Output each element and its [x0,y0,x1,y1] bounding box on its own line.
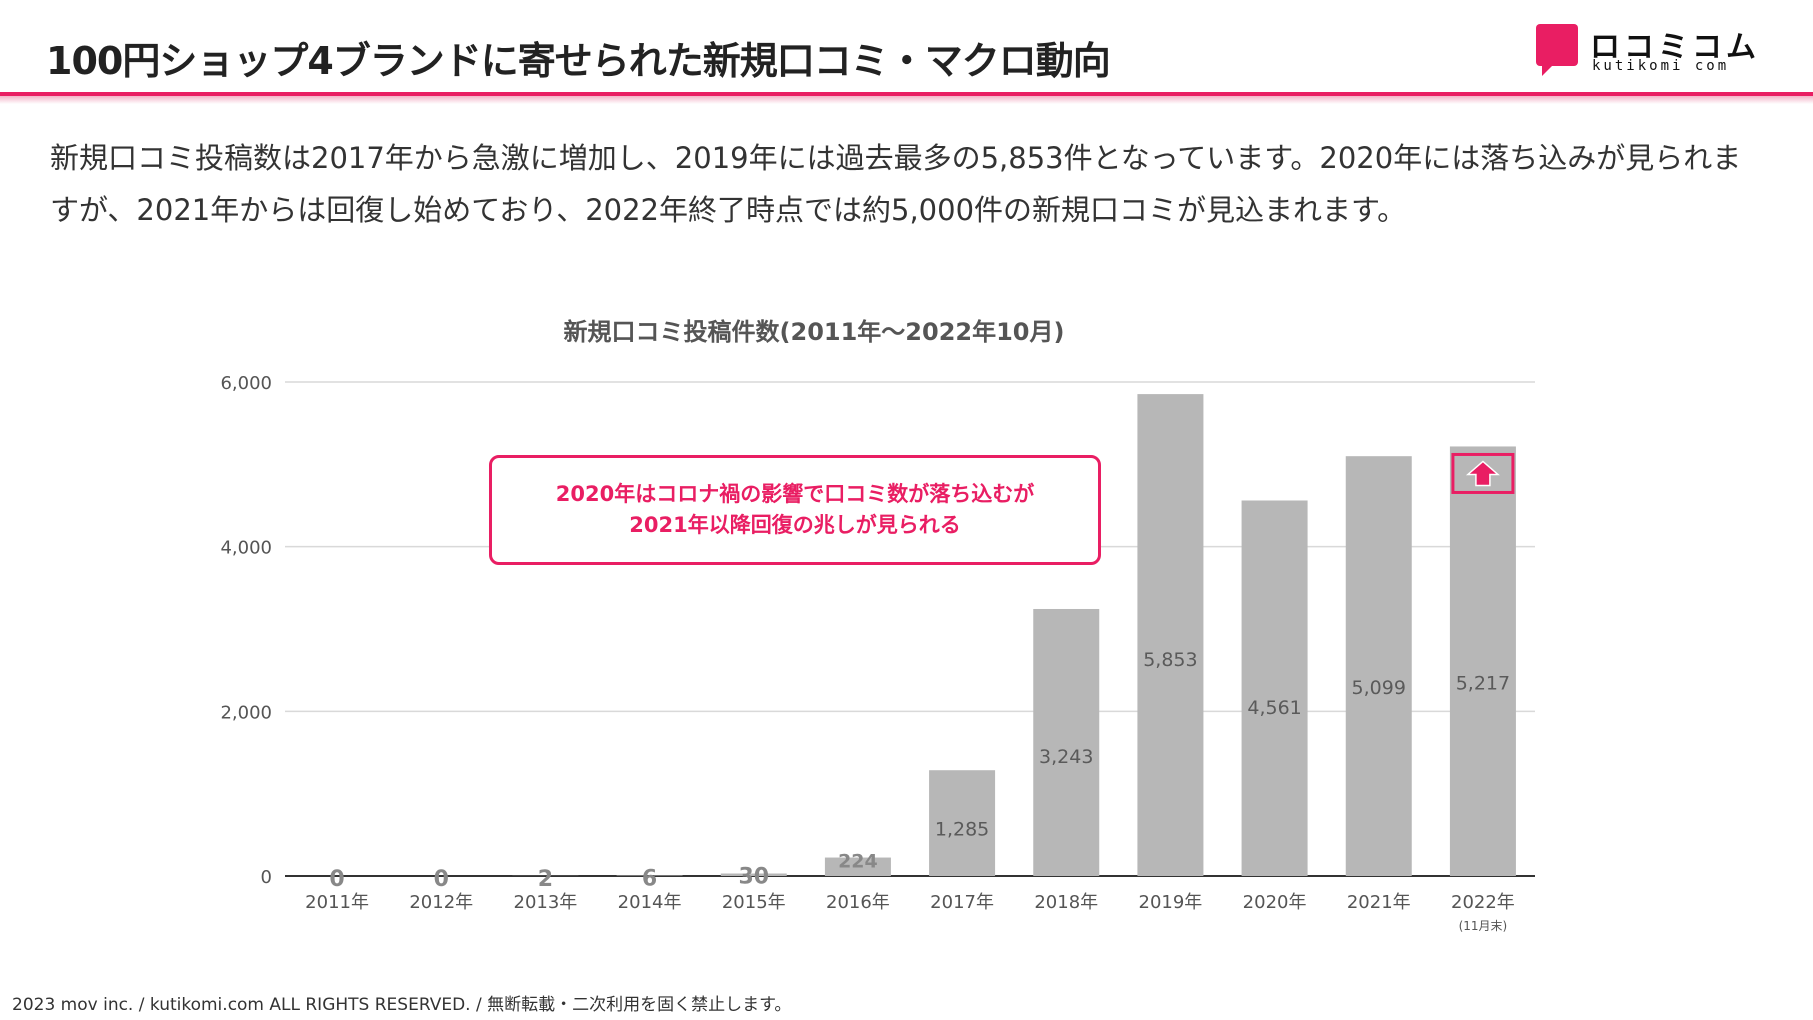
description-text: 新規口コミ投稿数は2017年から急激に増加し、2019年には過去最多の5,853… [50,141,1742,227]
x-tick-label: 2022年 [1451,892,1515,913]
value-label: 30 [738,865,769,890]
brand-logo: ロコミコム kutikomi com [1536,22,1756,78]
bar [1345,456,1412,876]
y-tick-label: 0 [261,867,272,888]
x-tick-label: 2013年 [514,892,578,913]
header-divider [0,92,1813,96]
logo-subtext: kutikomi com [1592,58,1730,74]
x-tick-label: 2021年 [1347,892,1411,913]
y-tick-label: 6,000 [220,373,272,394]
bar [1241,500,1308,876]
up-arrow-shape [1465,460,1500,487]
category-note: (11月末) [1459,919,1508,933]
bar-chart: 新規口コミ投稿件数(2011年～2022年10月) 0 2,000 4,000 6,0… [220,318,1535,933]
bar [1449,446,1516,876]
value-label: 4,561 [1247,697,1301,719]
value-label: 5,217 [1456,673,1510,695]
x-tick-label: 2014年 [618,892,682,913]
callout-line-2: 2021年以降回復の兆しが見られる [629,513,961,537]
value-label: 224 [838,851,878,873]
value-label: 0 [329,867,344,892]
y-tick-label: 4,000 [220,538,272,559]
x-tick-label: 2020年 [1243,892,1307,913]
bar [720,873,787,876]
x-tick-label: 2015年 [722,892,786,913]
header-divider-shadow [0,96,1813,104]
value-label: 5,099 [1352,677,1406,699]
chart-title: 新規口コミ投稿件数(2011年～2022年10月) [564,318,1065,346]
x-tick-label: 2011年 [305,892,369,913]
copyright-footer: 2023 mov inc. / kutikomi.com ALL RIGHTS … [12,995,792,1015]
value-label: 3,243 [1039,746,1093,768]
bar [929,770,996,876]
x-tick-label: 2017年 [930,892,994,913]
x-tick-label: 2018年 [1034,892,1098,913]
value-label: 2 [538,867,553,892]
annotation-callout: 2020年はコロナ禍の影響で口コミ数が落ち込むが 2021年以降回復の兆しが見ら… [489,455,1101,565]
value-label: 1,285 [935,818,989,840]
x-tick-label: 2019年 [1139,892,1203,913]
x-tick-label: 2016年 [826,892,890,913]
callout-line-1: 2020年はコロナ禍の影響で口コミ数が落ち込むが [555,482,1035,506]
x-tick-label: 2012年 [409,892,473,913]
bar [824,857,891,876]
page-title: 100円ショップ4ブランドに寄せられた新規口コミ・マクロ動向 [46,39,1111,83]
up-arrow-icon [1451,452,1515,494]
bar [1137,394,1204,876]
y-tick-label: 2,000 [220,702,272,723]
bar [1033,608,1100,876]
value-label: 5,853 [1143,649,1197,671]
speech-bubble-icon [1536,24,1578,76]
value-label: 6 [642,867,657,892]
value-label: 0 [434,867,449,892]
logo-text: ロコミコム [1590,30,1760,65]
highlight-box [1451,452,1515,494]
